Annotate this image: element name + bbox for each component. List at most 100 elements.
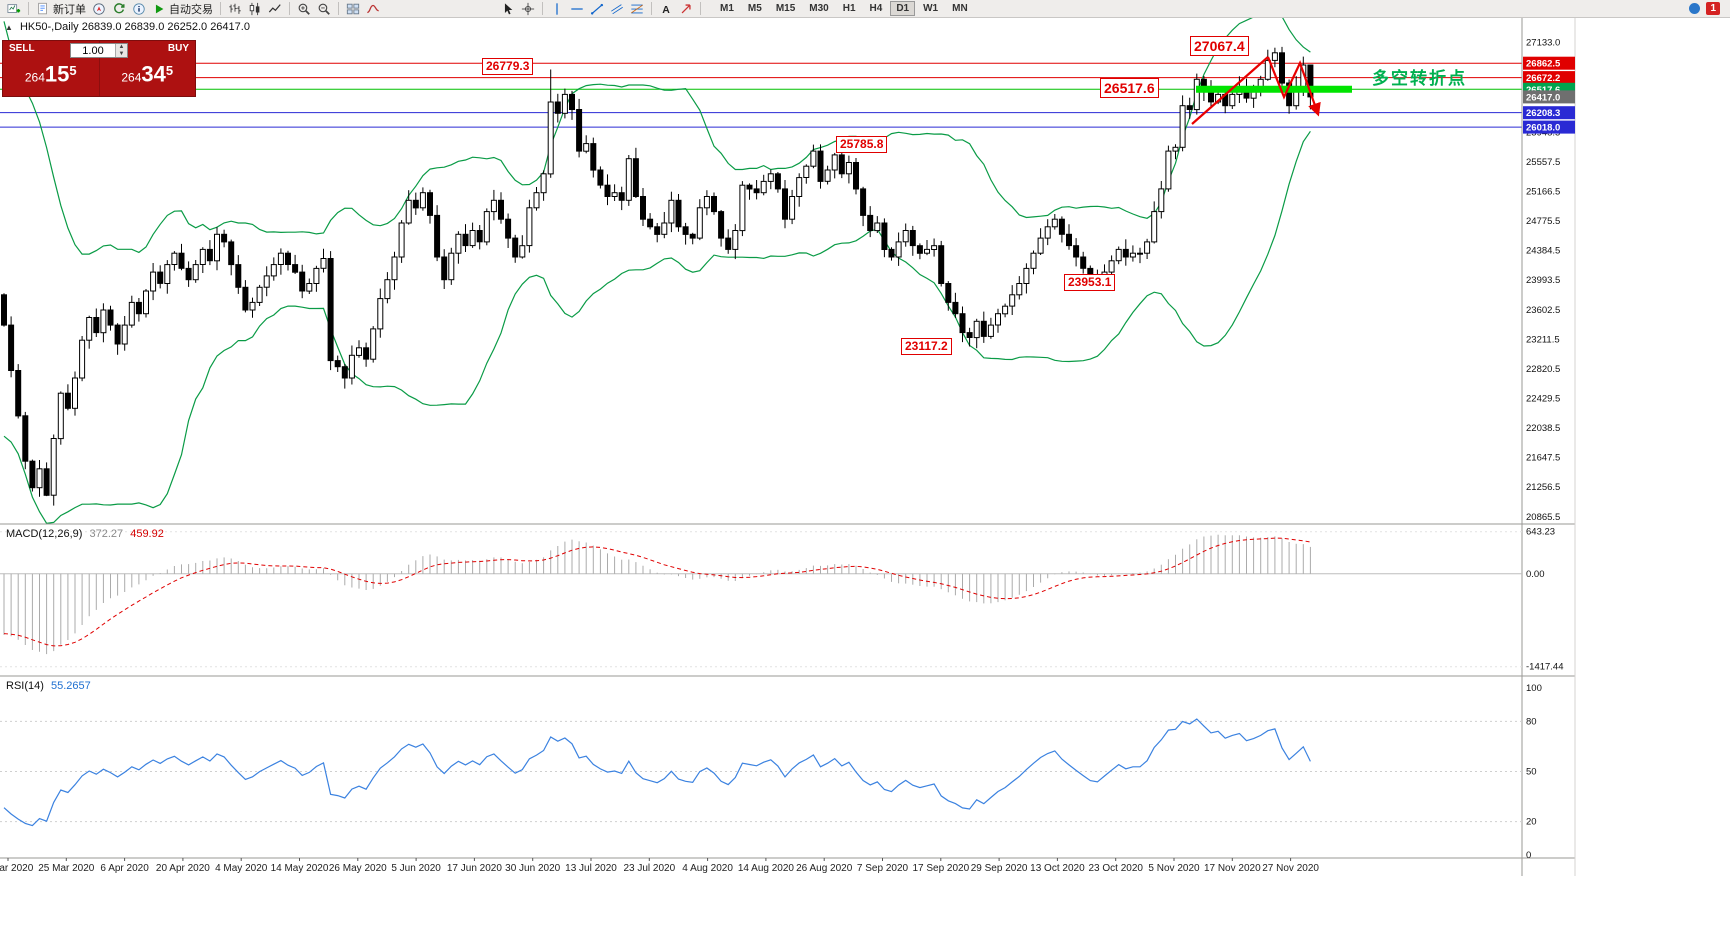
svg-text:22038.5: 22038.5 <box>1526 423 1560 434</box>
tline-icon <box>590 3 604 15</box>
spinner-up-icon[interactable]: ▲ <box>115 44 127 51</box>
svg-text:A: A <box>662 3 670 15</box>
timeframe-d1[interactable]: D1 <box>890 1 916 16</box>
price-label[interactable]: 23117.2 <box>901 338 952 355</box>
refresh-icon <box>114 2 125 13</box>
cursor-button[interactable] <box>498 1 518 17</box>
svg-text:643.23: 643.23 <box>1526 527 1555 538</box>
svg-text:26862.5: 26862.5 <box>1526 59 1561 70</box>
svg-text:27 Nov 2020: 27 Nov 2020 <box>1262 863 1319 874</box>
autotrading-button[interactable]: 自动交易 <box>149 1 216 17</box>
timeframe-m1[interactable]: M1 <box>720 3 734 14</box>
price-label[interactable]: 25785.8 <box>836 136 888 153</box>
price-label[interactable]: 23953.1 <box>1064 274 1116 291</box>
connection-status-icon <box>1689 3 1701 14</box>
svg-text:25 Mar 2020: 25 Mar 2020 <box>38 863 95 874</box>
svg-text:24775.5: 24775.5 <box>1526 216 1560 227</box>
svg-text:80: 80 <box>1526 716 1537 727</box>
svg-text:21256.5: 21256.5 <box>1526 482 1560 493</box>
info-button[interactable] <box>129 1 149 17</box>
svg-text:100: 100 <box>1526 683 1542 694</box>
svg-text:22429.5: 22429.5 <box>1526 394 1560 405</box>
svg-text:25557.5: 25557.5 <box>1526 157 1560 168</box>
vertical-line-button[interactable] <box>547 1 567 17</box>
zoom-in-icon <box>298 3 310 15</box>
new-order-button[interactable]: 新订单 <box>33 1 89 17</box>
channel-icon <box>611 3 623 14</box>
volume-input[interactable] <box>71 44 115 57</box>
candlestick-button[interactable] <box>245 1 265 17</box>
indicators-button[interactable] <box>363 1 383 17</box>
timeframe-m5[interactable]: M5 <box>747 3 762 14</box>
macd-label: MACD(12,26,9) <box>6 528 83 540</box>
linechart-icon <box>268 3 281 12</box>
svg-text:24384.5: 24384.5 <box>1526 246 1560 257</box>
panel-separators <box>0 18 1576 876</box>
svg-text:4 Aug 2020: 4 Aug 2020 <box>682 863 733 874</box>
svg-text:20865.5: 20865.5 <box>1526 512 1560 523</box>
arrows-button[interactable] <box>676 1 696 17</box>
timeframe-m15[interactable]: M15 <box>775 3 796 14</box>
new-chart-button[interactable] <box>4 1 24 17</box>
grid-icon <box>346 3 360 14</box>
refresh-button[interactable] <box>109 1 129 17</box>
info-icon <box>133 2 145 15</box>
price-label[interactable]: 26517.6 <box>1100 78 1159 98</box>
trendline-button[interactable] <box>587 1 607 17</box>
svg-text:6 Apr 2020: 6 Apr 2020 <box>100 863 149 874</box>
horizontal-line-button[interactable] <box>567 1 587 17</box>
rsi-title: RSI(14) 55.2657 <box>6 680 91 692</box>
timeframe-mn[interactable]: MN <box>952 3 968 14</box>
tile-windows-button[interactable] <box>343 1 363 17</box>
symbol-period-label: HK50-,Daily <box>19 21 79 33</box>
bollinger-bands <box>3 18 1311 524</box>
volume-field: ▲ ▼ <box>70 43 128 58</box>
sell-button[interactable]: SELL 264155 <box>3 41 100 96</box>
fibonacci-button[interactable] <box>627 1 647 17</box>
timeframe-h1[interactable]: H1 <box>842 3 856 14</box>
line-chart-button[interactable] <box>265 1 285 17</box>
collapse-icon[interactable]: ▲ <box>5 23 13 32</box>
svg-text:26417.0: 26417.0 <box>1526 92 1560 103</box>
svg-text:17 Sep 2020: 17 Sep 2020 <box>912 863 969 874</box>
timeframe-h4[interactable]: H4 <box>869 3 883 14</box>
trend-drawing[interactable] <box>1191 56 1321 125</box>
spinner-down-icon[interactable]: ▼ <box>115 50 127 57</box>
svg-text:22820.5: 22820.5 <box>1526 364 1560 375</box>
svg-text:0: 0 <box>1526 850 1531 861</box>
channel-button[interactable] <box>607 1 627 17</box>
toolbar-separator <box>542 2 543 15</box>
play-icon <box>155 4 164 13</box>
buy-button[interactable]: BUY 264345 <box>100 41 196 96</box>
svg-text:20 Apr 2020: 20 Apr 2020 <box>156 863 210 874</box>
price-badge <box>1523 56 1575 70</box>
bars-icon <box>229 3 241 14</box>
annotation-text[interactable]: 多空转折点 <box>1372 69 1467 88</box>
bar-chart-button[interactable] <box>225 1 245 17</box>
price-label[interactable]: 27067.4 <box>1190 36 1249 56</box>
price-badge <box>1523 71 1575 85</box>
svg-text:23993.5: 23993.5 <box>1526 275 1560 286</box>
price-label[interactable]: 26779.3 <box>482 58 534 75</box>
crosshair-button[interactable] <box>518 1 538 17</box>
news-badge[interactable]: 1 <box>1706 2 1720 15</box>
svg-text:26 Aug 2020: 26 Aug 2020 <box>796 863 853 874</box>
zoom-in-button[interactable] <box>294 1 314 17</box>
svg-text:23 Jul 2020: 23 Jul 2020 <box>623 863 675 874</box>
text-button[interactable]: A <box>656 1 676 17</box>
arrowicon-icon <box>681 3 691 13</box>
timeframe-w1[interactable]: W1 <box>923 3 939 14</box>
macd-panel: 643.23 0.00 -1417.44 <box>0 527 1564 673</box>
order-icon <box>38 2 47 14</box>
timeframe-m30[interactable]: M30 <box>809 3 829 14</box>
svg-text:14 May 2020: 14 May 2020 <box>271 863 329 874</box>
compass-button[interactable] <box>89 1 109 17</box>
svg-text:8 Mar 2020: 8 Mar 2020 <box>0 863 34 874</box>
zoom-out-button[interactable] <box>314 1 334 17</box>
svg-text:26 May 2020: 26 May 2020 <box>329 863 387 874</box>
volume-spinner[interactable]: ▲ ▼ <box>115 44 127 57</box>
macd-value: 372.27 <box>89 528 124 540</box>
svg-text:-1417.44: -1417.44 <box>1526 662 1564 673</box>
price-badge <box>1523 106 1575 120</box>
